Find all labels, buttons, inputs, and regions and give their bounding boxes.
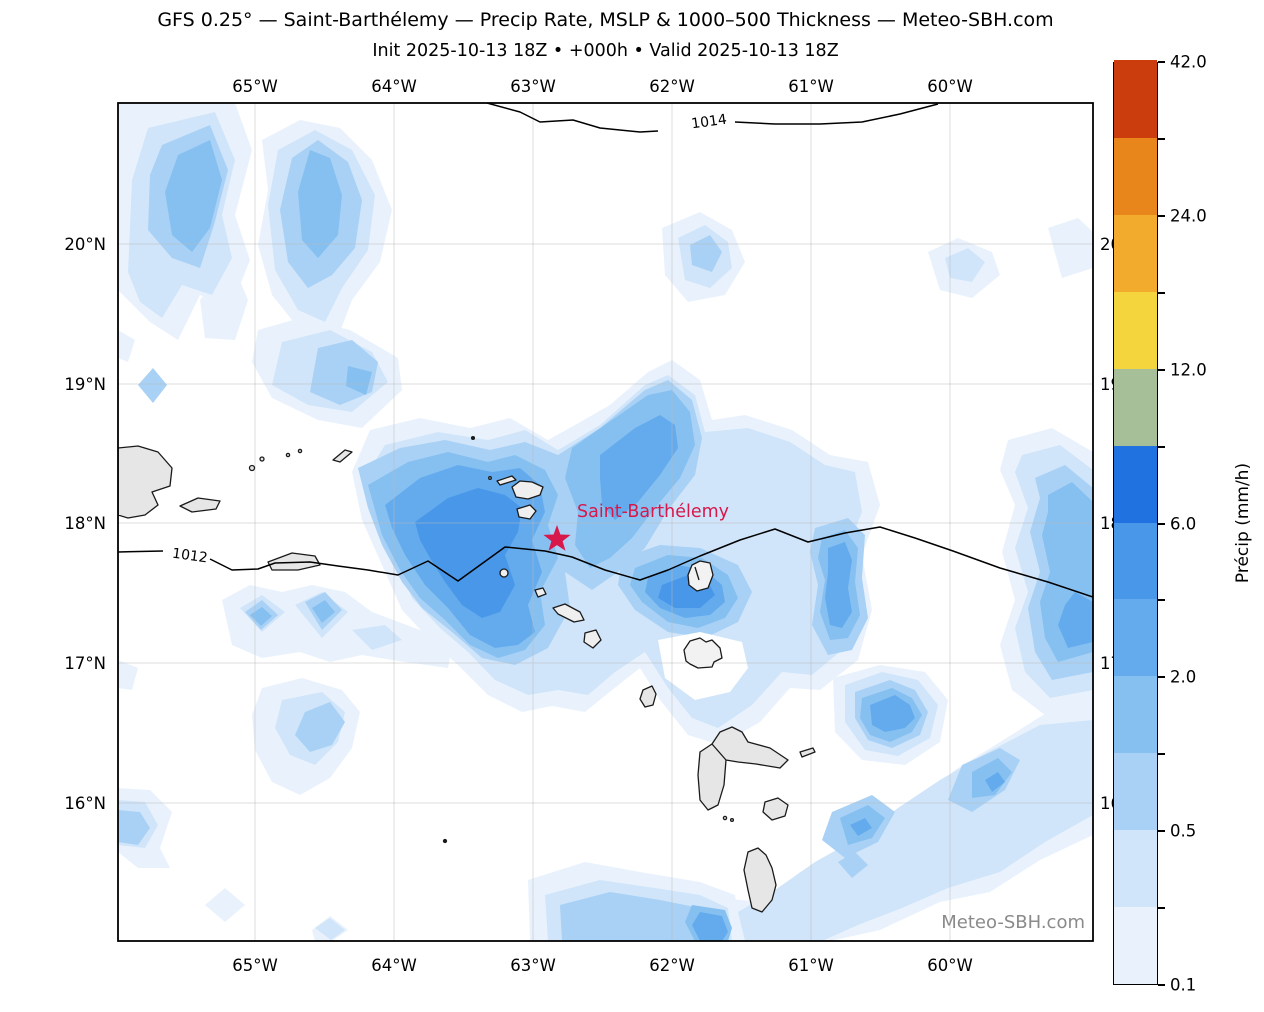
colorbar-tick-label: 2.0 [1170,667,1197,687]
svg-text:60°W: 60°W [927,77,973,96]
svg-text:63°W: 63°W [510,77,556,96]
svg-text:60°W: 60°W [927,956,973,975]
location-star-marker [543,525,571,551]
isobar-contours [118,103,1093,598]
isobar-1012 [118,550,164,553]
colorbar-segment [1114,829,1157,908]
land-anguilla [496,475,517,486]
colorbar-tick-label: 24.0 [1170,206,1207,226]
colorbar-tick [1158,830,1165,833]
colorbar-segment [1114,675,1157,754]
lat-label-left: 20°N [64,235,106,254]
colorbar-segment [1114,291,1157,369]
colorbar-title: Précip (mm/h) [1233,462,1253,584]
colorbar-tick [1158,599,1165,602]
colorbar-segment [1114,60,1157,138]
colorbar-segment [1114,598,1157,677]
land-culebra [248,464,256,472]
map-border [117,102,1094,942]
colorbar-segment [1114,444,1157,523]
land-puerto-rico [118,445,173,519]
colorbar-tick-label: 6.0 [1170,514,1197,533]
colorbar-tick-label: 0.5 [1170,821,1197,841]
land-saba [499,568,509,578]
svg-text:17°N: 17°N [64,654,106,673]
figure-title: GFS 0.25° — Saint-Barthélemy — Precip Ra… [157,9,1054,31]
land-montserrat [639,685,657,708]
svg-text:16°N: 16°N [64,794,106,813]
colorbar-tick [1158,214,1165,217]
land-marie-galante [762,797,789,821]
land-st-eustatius [534,587,547,598]
land-nevis [583,629,602,649]
land-virgin-islands [332,449,353,463]
land-vieques [179,497,221,513]
location-marker-label: Saint-Barthélemy [577,502,729,522]
land-dominica [743,847,777,913]
svg-text:62°W: 62°W [649,956,695,975]
lon-label-top: 65°W [232,77,278,96]
colorbar-tick [1158,984,1165,986]
colorbar-segment [1114,521,1157,600]
colorbar-tick [1158,291,1165,294]
colorbar-segment [1114,137,1157,215]
colorbar-segment [1114,906,1157,984]
coastlines [118,435,816,913]
colorbar-tick [1158,753,1165,756]
land-st-barthelemy [516,504,537,520]
svg-text:62°W: 62°W [649,77,695,96]
watermark: Meteo-SBH.com [941,912,1085,933]
colorbar-tick [1158,522,1165,525]
colorbar-segment [1114,214,1157,292]
colorbar-tick [1158,137,1165,140]
isobar-label-1014: 1014 [690,112,728,133]
precip-colorbar [1113,60,1158,985]
colorbar-tick [1158,907,1165,910]
land-guadeloupe-grande-terre [711,726,789,769]
colorbar-tick-label: 12.0 [1170,360,1207,380]
land-les-saintes [722,815,728,821]
isobar-label-1012: 1012 [171,546,209,567]
colorbar-tick [1158,368,1165,371]
svg-text:18°N: 18°N [64,514,106,533]
land-st-kitts [552,603,585,623]
colorbar-tick-label: 42.0 [1170,52,1207,72]
svg-text:63°W: 63°W [510,956,556,975]
land-antigua [683,637,723,669]
figure-subtitle: Init 2025-10-13 18Z • +000h • Valid 2025… [372,41,839,61]
colorbar-tick [1158,61,1165,63]
colorbar-segment [1114,752,1157,831]
isobar-1014 [486,103,659,133]
colorbar-tick-label: 0.1 [1170,975,1197,995]
colorbar-segment [1114,368,1157,446]
land-aves-island [442,838,448,844]
svg-text:64°W: 64°W [371,77,417,96]
land-st-croix [267,552,321,571]
graticule-gridlines [118,103,1093,941]
svg-text:61°W: 61°W [788,956,834,975]
land-st-martin [511,480,544,500]
land-sombrero [470,435,476,441]
svg-text:64°W: 64°W [371,956,417,975]
land-la-desirade [799,747,816,758]
colorbar-tick [1158,445,1165,448]
land-barbuda [687,560,714,592]
svg-text:19°N: 19°N [64,375,106,394]
lon-label-bottom: 65°W [232,956,278,975]
svg-text:61°W: 61°W [788,77,834,96]
colorbar-tick [1158,676,1165,679]
